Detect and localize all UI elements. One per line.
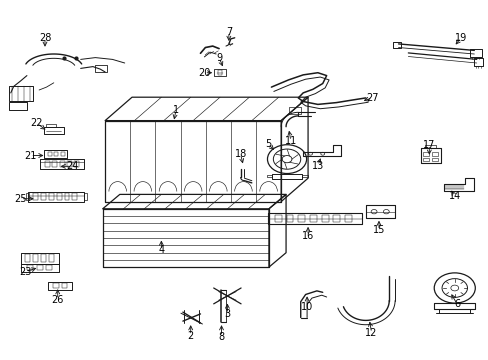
Text: 14: 14 [447,191,460,201]
Text: 26: 26 [51,294,64,305]
Text: 9: 9 [216,53,222,63]
Text: 23: 23 [20,267,32,277]
Text: 25: 25 [14,194,27,204]
Text: 2: 2 [187,330,193,341]
Text: 22: 22 [30,118,43,128]
Text: 17: 17 [422,140,435,150]
Text: 16: 16 [301,231,314,241]
Text: 18: 18 [234,149,246,159]
Text: 20: 20 [198,68,210,78]
Text: 28: 28 [39,33,51,43]
Text: 19: 19 [454,33,467,43]
Text: 8: 8 [218,332,224,342]
Text: 10: 10 [300,302,313,312]
Text: 15: 15 [372,225,385,235]
Text: 7: 7 [225,27,231,37]
Text: 1: 1 [173,105,179,115]
Text: 3: 3 [224,309,230,319]
Text: 4: 4 [158,245,164,255]
Text: 13: 13 [311,161,324,171]
Text: 21: 21 [24,150,37,161]
Text: 12: 12 [365,328,377,338]
Text: 24: 24 [66,161,79,171]
Text: 11: 11 [284,136,297,146]
Text: 27: 27 [366,93,378,103]
Text: 6: 6 [453,299,459,309]
Text: 5: 5 [264,139,270,149]
